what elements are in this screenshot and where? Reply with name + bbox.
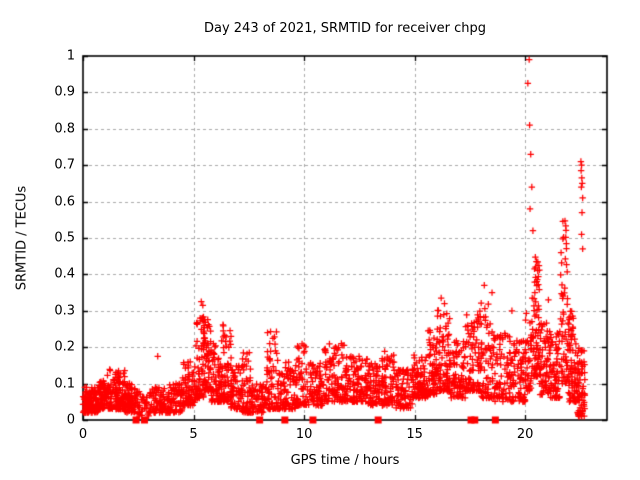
y-tick-label: 1	[66, 48, 75, 64]
y-tick-label: 0.4	[54, 266, 75, 282]
y-tick-label: 0.6	[54, 194, 75, 210]
x-tick-label: 15	[406, 427, 423, 442]
x-axis-label: GPS time / hours	[290, 453, 400, 468]
x-tick-label: 20	[516, 427, 534, 442]
y-tick-label: 0.1	[54, 376, 75, 392]
y-tick-label: 0.8	[54, 121, 75, 137]
y-tick-label: 0.3	[54, 303, 75, 319]
y-tick-label: 0.7	[54, 157, 75, 173]
x-tick-label: 0	[78, 427, 88, 442]
y-tick-label: 0	[66, 412, 75, 428]
x-tick-label: 10	[295, 427, 313, 442]
x-tick-label: 5	[189, 427, 198, 442]
y-tick-label: 0.2	[54, 339, 75, 355]
chart-title: Day 243 of 2021, SRMTID for receiver chp…	[203, 21, 487, 36]
y-tick-label: 0.5	[54, 230, 75, 246]
y-tick-label: 0.9	[54, 84, 75, 100]
